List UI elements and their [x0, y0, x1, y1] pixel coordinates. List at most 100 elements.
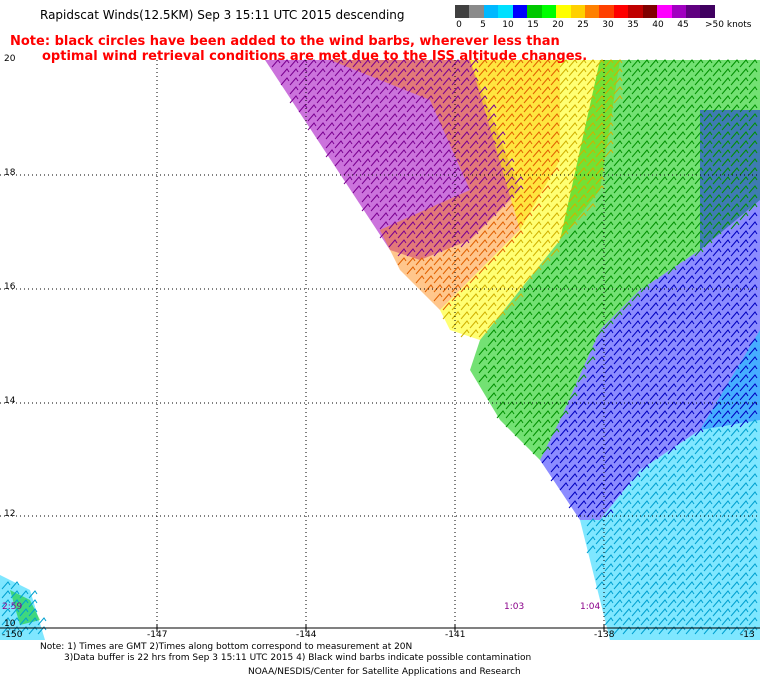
- wind-barb: [676, 131, 686, 140]
- wind-barb: [370, 158, 380, 167]
- wind-barb: [550, 275, 560, 284]
- wind-barb: [343, 167, 353, 176]
- wind-barb: [415, 140, 425, 149]
- wind-barb: [550, 401, 560, 410]
- wind-barb: [487, 347, 497, 356]
- wind-barb: [595, 491, 605, 500]
- wind-barb: [730, 518, 740, 527]
- wind-barb: [541, 347, 551, 356]
- wind-barb: [703, 365, 713, 374]
- wind-barb: [748, 185, 758, 194]
- wind-barb: [739, 113, 749, 122]
- wind-barb: [613, 320, 623, 329]
- wind-barb: [505, 347, 515, 356]
- wind-barb: [649, 230, 659, 239]
- wind-barb: [514, 86, 524, 95]
- wind-barb: [586, 464, 596, 473]
- wind-barb: [622, 365, 632, 374]
- wind-barb: [739, 383, 749, 392]
- wind-barb: [739, 194, 749, 203]
- wind-barb: [712, 320, 722, 329]
- wind-barb: [28, 617, 38, 626]
- wind-barb: [541, 203, 551, 212]
- wind-barb: [505, 203, 515, 212]
- wind-barb: [19, 590, 29, 599]
- wind-barb: [730, 203, 740, 212]
- wind-barb: [478, 347, 488, 356]
- wind-barb: [379, 185, 389, 194]
- wind-barb: [433, 140, 443, 149]
- wind-barb: [586, 176, 596, 185]
- wind-barb: [478, 122, 488, 131]
- wind-barb: [613, 536, 623, 545]
- wind-barb: [424, 113, 434, 122]
- wind-barb: [460, 230, 470, 239]
- wind-barb: [541, 257, 551, 266]
- wind-barb: [550, 140, 560, 149]
- wind-barb: [487, 365, 497, 374]
- wind-barb: [577, 77, 587, 86]
- wind-barb: [532, 113, 542, 122]
- wind-barb: [631, 140, 641, 149]
- wind-barb: [703, 167, 713, 176]
- wind-barb: [604, 464, 614, 473]
- contamination-note-line2: optimal wind retrieval conditions are me…: [42, 49, 588, 64]
- wind-barb: [649, 302, 659, 311]
- wind-barb: [595, 266, 605, 275]
- wind-barb: [703, 419, 713, 428]
- wind-barb: [685, 482, 695, 491]
- wind-barb: [604, 347, 614, 356]
- wind-barb: [307, 122, 317, 131]
- wind-barb: [568, 473, 578, 482]
- wind-barb: [514, 311, 524, 320]
- wind-barb: [523, 356, 533, 365]
- wind-barb: [478, 104, 488, 113]
- wind-barb: [469, 122, 479, 131]
- wind-barb: [604, 338, 614, 347]
- wind-barb: [505, 365, 515, 374]
- wind-barb: [559, 149, 569, 158]
- wind-barb: [316, 59, 326, 68]
- wind-barb: [577, 113, 587, 122]
- wind-barb: [442, 86, 452, 95]
- wind-barb: [478, 68, 488, 77]
- wind-barb: [604, 356, 614, 365]
- wind-barb: [667, 545, 677, 554]
- wind-barb: [577, 365, 587, 374]
- wind-barb: [478, 302, 488, 311]
- wind-barb: [649, 329, 659, 338]
- wind-barb: [1, 581, 11, 590]
- wind-barb: [631, 203, 641, 212]
- wind-barb: [712, 374, 722, 383]
- wind-barb: [748, 104, 758, 113]
- wind-barb: [667, 95, 677, 104]
- wind-barb: [604, 77, 614, 86]
- wind-barb: [541, 149, 551, 158]
- wind-barb: [676, 320, 686, 329]
- wind-barb: [685, 473, 695, 482]
- wind-barb: [550, 95, 560, 104]
- wind-barb: [442, 257, 452, 266]
- wind-barb: [478, 158, 488, 167]
- wind-barb: [640, 563, 650, 572]
- wind-barb: [523, 176, 533, 185]
- wind-barb: [748, 536, 758, 545]
- wind-barb: [550, 419, 560, 428]
- wind-barb: [730, 239, 740, 248]
- wind-barb: [730, 617, 740, 626]
- wind-barb: [568, 230, 578, 239]
- wind-barb: [361, 140, 371, 149]
- wind-barb: [685, 338, 695, 347]
- wind-barb: [559, 59, 569, 68]
- wind-barb: [712, 239, 722, 248]
- wind-barb: [685, 221, 695, 230]
- wind-barb: [739, 77, 749, 86]
- wind-barb: [703, 311, 713, 320]
- wind-barb: [703, 491, 713, 500]
- wind-barb: [451, 284, 461, 293]
- wind-barb: [712, 149, 722, 158]
- wind-barb: [406, 122, 416, 131]
- wind-barb: [424, 158, 434, 167]
- wind-barb: [559, 194, 569, 203]
- wind-barb: [658, 446, 668, 455]
